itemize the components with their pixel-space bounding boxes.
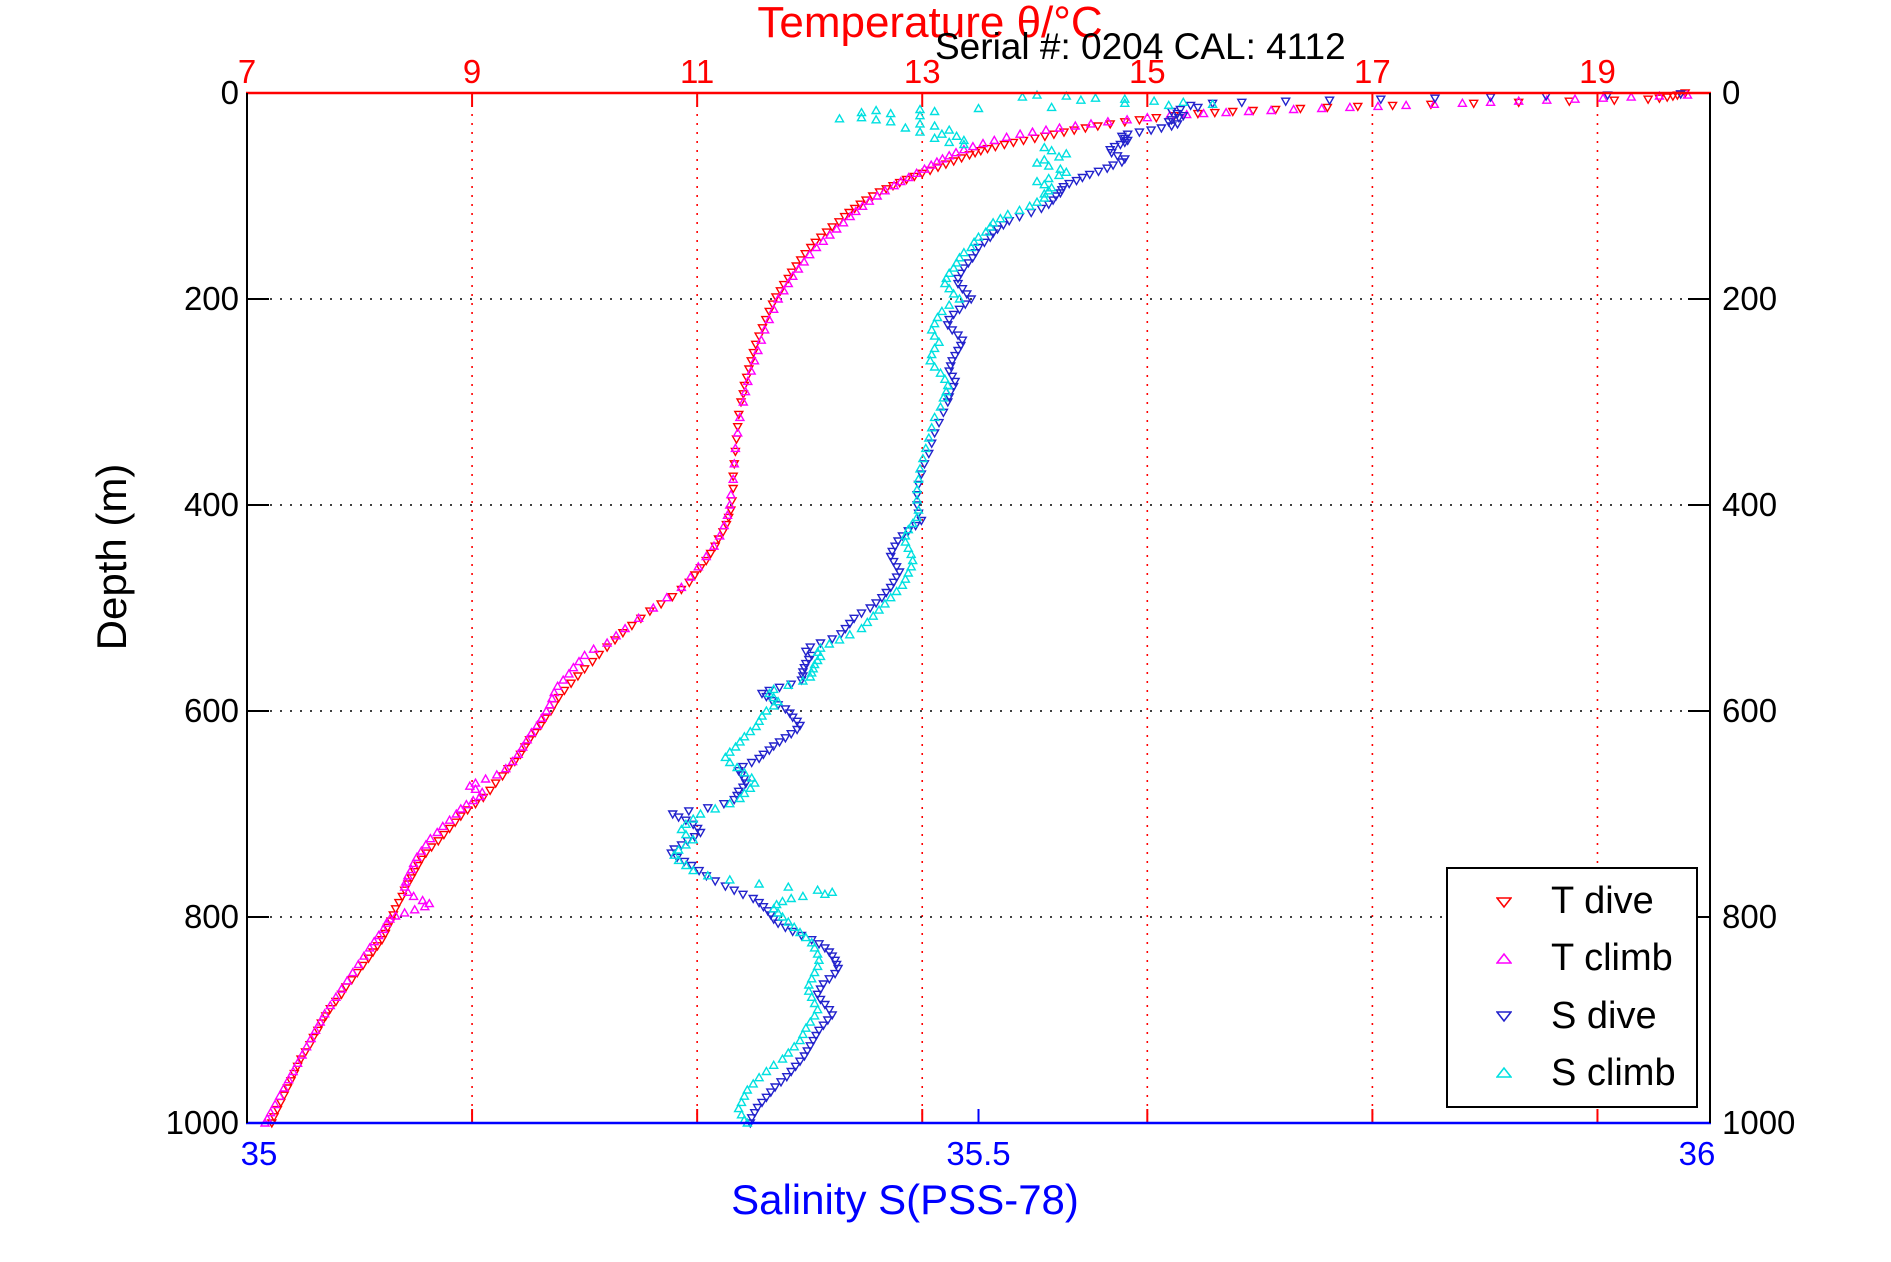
legend-box: T dive T climb S dive S climb [1446, 867, 1698, 1108]
top-tick-label-11: 11 [680, 53, 715, 90]
top-tick-label-7: 7 [237, 53, 257, 90]
left-tick-label-200: 200 [183, 280, 239, 317]
left-tick-label-0: 0 [220, 74, 239, 111]
legend-label-s-climb: S climb [1551, 1051, 1676, 1094]
right-tick-label-200: 200 [1722, 280, 1778, 317]
y-axis-label: Depth (m) [88, 463, 135, 651]
legend-label-t-dive: T dive [1551, 880, 1654, 923]
bottom-axis-label: Salinity S(PSS-78) [731, 1176, 1079, 1223]
right-tick-label-1000: 1000 [1722, 1104, 1796, 1141]
gridlines [247, 93, 1710, 1123]
left-tick-label-400: 400 [183, 486, 239, 523]
s-climb-triangle-up-icon [1489, 1066, 1519, 1080]
legend-entry-t-dive: T dive [1448, 874, 1696, 930]
bottom-tick-label-35.5: 35.5 [946, 1135, 1011, 1172]
chart-subtitle: Serial #: 0204 CAL: 4112 [935, 26, 1346, 67]
bottom-tick-label-35: 35 [240, 1135, 278, 1172]
top-tick-label-17: 17 [1354, 53, 1391, 90]
legend-label-t-climb: T climb [1551, 937, 1673, 980]
left-tick-label-600: 600 [183, 692, 239, 729]
legend-entry-s-climb: S climb [1448, 1045, 1696, 1101]
right-tick-label-600: 600 [1722, 692, 1778, 729]
series-s-climb-points [668, 89, 1218, 1127]
t-dive-triangle-down-icon [1489, 895, 1519, 909]
right-tick-label-800: 800 [1722, 898, 1778, 935]
top-tick-label-19: 19 [1579, 53, 1616, 90]
left-tick-label-1000: 1000 [165, 1104, 239, 1141]
legend-entry-s-dive: S dive [1448, 988, 1696, 1044]
series-t-climb-points [259, 89, 1693, 1127]
right-tick-label-400: 400 [1722, 486, 1778, 523]
s-dive-triangle-down-icon [1489, 1009, 1519, 1023]
bottom-tick-label-36: 36 [1678, 1135, 1716, 1172]
left-tick-label-800: 800 [183, 898, 239, 935]
top-tick-label-15: 15 [1128, 53, 1166, 90]
axes [246, 91, 1711, 1125]
t-climb-triangle-up-icon [1489, 952, 1519, 966]
right-tick-label-0: 0 [1722, 74, 1741, 111]
top-tick-label-13: 13 [903, 53, 941, 90]
legend-entry-t-climb: T climb [1448, 931, 1696, 987]
top-tick-label-9: 9 [462, 53, 482, 90]
chart-title: Temperature θ/°C [757, 0, 1103, 47]
legend-label-s-dive: S dive [1551, 994, 1657, 1037]
